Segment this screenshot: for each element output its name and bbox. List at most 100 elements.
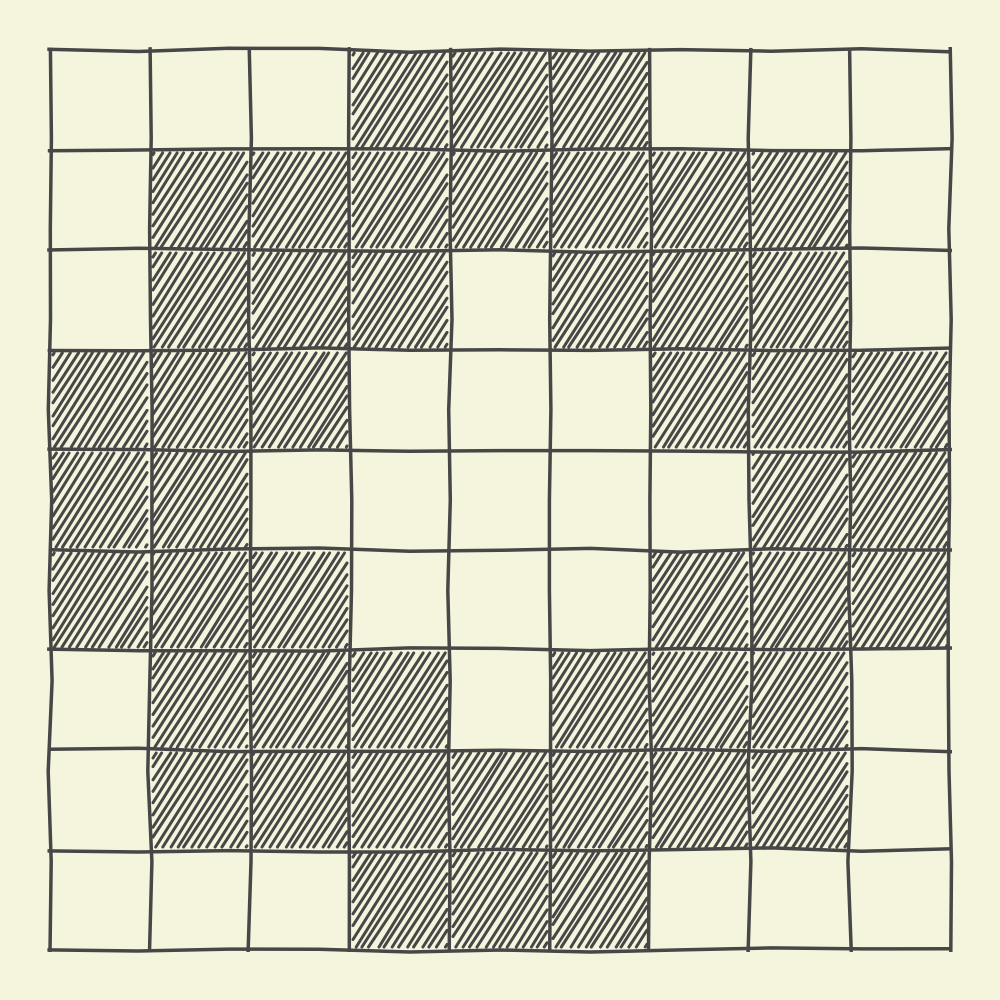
grid-line-horizontal	[47, 46, 953, 54]
grid-line-horizontal	[47, 946, 953, 954]
empty-cell-r3-c4[interactable]	[450, 350, 550, 450]
hatched-fill-icon	[851, 351, 949, 449]
hatched-fill-icon	[251, 551, 349, 649]
empty-cell-r8-c2[interactable]	[250, 850, 350, 950]
hatched-fill-icon	[651, 251, 749, 349]
empty-cell-r1-c8[interactable]	[850, 150, 950, 250]
empty-cell-r8-c8[interactable]	[850, 850, 950, 950]
empty-cell-r5-c3[interactable]	[350, 550, 450, 650]
hatched-fill-icon	[851, 451, 949, 549]
empty-cell-r4-c3[interactable]	[350, 450, 450, 550]
hatched-fill-icon	[551, 151, 649, 249]
empty-cell-r6-c4[interactable]	[450, 650, 550, 750]
empty-cell-r8-c6[interactable]	[650, 850, 750, 950]
empty-cell-r8-c7[interactable]	[750, 850, 850, 950]
hatch-strokes	[851, 551, 949, 649]
hatched-fill-icon	[251, 751, 349, 849]
hatch-strokes	[851, 351, 949, 449]
hatched-fill-icon	[151, 351, 249, 449]
empty-cell-r0-c6[interactable]	[650, 50, 750, 150]
hatch-strokes	[751, 251, 849, 349]
empty-cell-r1-c0[interactable]	[50, 150, 150, 250]
hatch-strokes	[551, 51, 649, 149]
empty-cell-r7-c0[interactable]	[50, 750, 150, 850]
hatched-fill-icon	[451, 851, 549, 949]
hatch-strokes	[651, 651, 749, 749]
empty-cell-r7-c8[interactable]	[850, 750, 950, 850]
hatch-strokes	[551, 751, 649, 849]
empty-cell-r8-c0[interactable]	[50, 850, 150, 950]
hatch-strokes	[551, 851, 649, 949]
empty-cell-r5-c4[interactable]	[450, 550, 550, 650]
grid-lines	[46, 46, 954, 954]
hatched-fill-icon	[751, 251, 849, 349]
hatch-strokes	[351, 51, 449, 149]
hatch-strokes	[151, 451, 249, 549]
empty-cell-r0-c7[interactable]	[750, 50, 850, 150]
grid-line-vertical	[946, 46, 954, 953]
hatched-fill-icon	[651, 651, 749, 749]
hatched-fill-icon	[751, 751, 849, 849]
empty-cell-r4-c4[interactable]	[450, 450, 550, 550]
grid-line-vertical	[446, 47, 454, 953]
hatch-strokes	[751, 351, 849, 449]
empty-cell-r5-c5[interactable]	[550, 550, 650, 650]
empty-cell-r2-c4[interactable]	[450, 250, 550, 350]
hatched-fill-icon	[51, 551, 149, 649]
hatch-strokes	[251, 151, 349, 249]
grid-line-vertical	[146, 47, 154, 953]
hatched-fill-icon	[351, 151, 449, 249]
hatch-strokes	[651, 551, 749, 649]
hatch-strokes	[351, 151, 449, 249]
hatched-fill-icon	[351, 751, 449, 849]
hatch-strokes	[351, 651, 449, 749]
empty-cell-r0-c2[interactable]	[250, 50, 350, 150]
hatched-fill-icon	[251, 351, 349, 449]
empty-cell-r3-c3[interactable]	[350, 350, 450, 450]
hatch-strokes	[251, 551, 349, 649]
grid-line-vertical	[346, 47, 354, 953]
empty-cell-r0-c0[interactable]	[50, 50, 150, 150]
empty-cell-r2-c8[interactable]	[850, 250, 950, 350]
hatched-fill-icon	[651, 551, 749, 649]
hatched-fill-icon	[651, 751, 749, 849]
hatch-strokes	[551, 151, 649, 249]
empty-cell-r2-c0[interactable]	[50, 250, 150, 350]
grid-line-vertical	[846, 48, 854, 953]
grid-line-vertical	[746, 47, 754, 953]
hatch-strokes	[451, 851, 549, 949]
hatched-fill-icon	[551, 651, 649, 749]
grid-line-horizontal	[47, 246, 953, 254]
hatch-strokes	[751, 151, 849, 249]
hatched-fill-icon	[151, 451, 249, 549]
hatch-strokes	[51, 451, 149, 549]
empty-cell-r4-c6[interactable]	[650, 450, 750, 550]
hatched-fill-icon	[451, 51, 549, 149]
grid-line-horizontal	[47, 447, 953, 454]
empty-cell-r8-c1[interactable]	[150, 850, 250, 950]
hatch-strokes	[151, 351, 249, 449]
hatch-layer	[51, 51, 949, 949]
hatched-fill-icon	[451, 751, 549, 849]
empty-cell-r3-c5[interactable]	[550, 350, 650, 450]
hatched-fill-icon	[751, 351, 849, 449]
grid-line-horizontal	[47, 146, 953, 154]
hatched-fill-icon	[451, 151, 549, 249]
hatched-fill-icon	[351, 251, 449, 349]
empty-cell-r4-c5[interactable]	[550, 450, 650, 550]
grid-line-horizontal	[47, 346, 953, 353]
empty-cell-r4-c2[interactable]	[250, 450, 350, 550]
empty-cell-r0-c8[interactable]	[850, 50, 950, 150]
empty-cell-r0-c1[interactable]	[150, 50, 250, 150]
hatched-fill-icon	[551, 751, 649, 849]
hatched-fill-icon	[251, 151, 349, 249]
empty-cell-r6-c0[interactable]	[50, 650, 150, 750]
hatched-fill-icon	[151, 151, 249, 249]
hatched-fill-icon	[251, 651, 349, 749]
hatch-strokes	[151, 751, 249, 849]
grid-line-vertical	[646, 47, 654, 953]
empty-cell-r6-c8[interactable]	[850, 650, 950, 750]
hatch-strokes	[51, 551, 149, 649]
hatched-fill-icon	[351, 651, 449, 749]
